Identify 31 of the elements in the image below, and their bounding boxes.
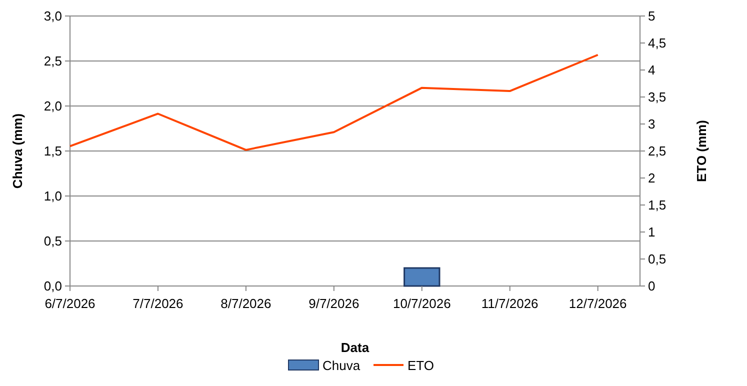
y2-tick-label: 3 <box>648 116 656 132</box>
legend-label: Chuva <box>322 358 361 373</box>
x-tick-label: 7/7/2026 <box>132 296 184 311</box>
y2-tick-label: 2,5 <box>648 144 666 159</box>
y-axis-title: Chuva (mm) <box>10 113 25 189</box>
y-tick-label: 2,5 <box>44 54 62 69</box>
y2-tick-label: 1,5 <box>648 198 666 213</box>
x-tick-label: 12/7/2026 <box>568 296 627 311</box>
x-tick-label: 6/7/2026 <box>44 296 96 311</box>
y2-tick-label: 0,5 <box>648 252 666 267</box>
y2-tick-label: 4 <box>648 62 656 78</box>
y2-tick-label: 1 <box>648 224 656 240</box>
legend-label: ETO <box>408 358 434 373</box>
y2-tick-label: 2 <box>648 170 656 186</box>
x-axis-title: Data <box>340 340 370 355</box>
x-tick-label: 10/7/2026 <box>392 296 451 311</box>
y-tick-label: 0,0 <box>44 278 62 294</box>
y-tick-label: 1,5 <box>44 144 62 159</box>
y-tick-label: 1,0 <box>44 188 62 204</box>
y-tick-label: 0,5 <box>44 234 62 249</box>
y2-tick-label: 4,5 <box>648 36 666 51</box>
x-tick-label: 11/7/2026 <box>481 296 538 311</box>
y2-tick-label: 0 <box>648 278 656 294</box>
x-tick-label: 9/7/2026 <box>308 296 360 311</box>
y2-tick-label: 5 <box>648 8 656 24</box>
line-series <box>69 54 599 151</box>
y-tick-label: 3,0 <box>44 8 62 24</box>
y2-axis-title: ETO (mm) <box>694 120 709 182</box>
y2-tick-label: 3,5 <box>648 90 666 105</box>
x-tick-label: 8/7/2026 <box>220 296 272 311</box>
y-tick-label: 2,0 <box>44 98 62 114</box>
